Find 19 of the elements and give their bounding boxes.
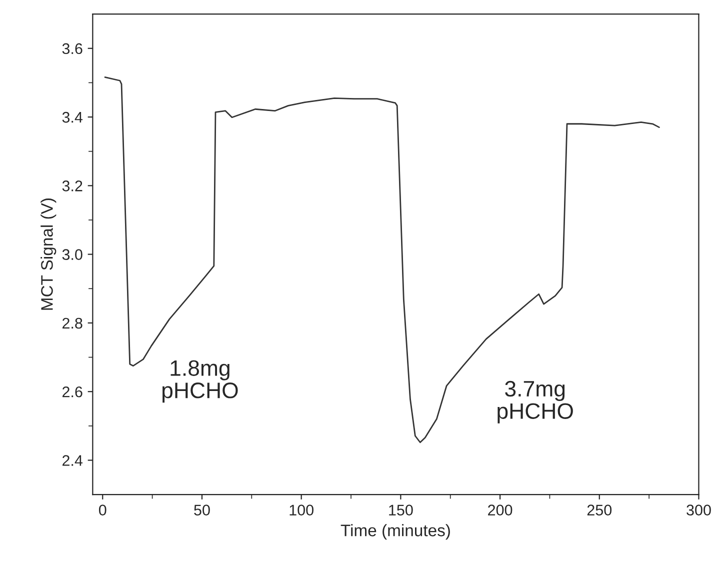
- annotation: 1.8mg pHCHO: [162, 360, 238, 403]
- x-tick-label: 250: [587, 504, 612, 516]
- y-tick-label: 2.4: [62, 455, 83, 466]
- y-tick-label: 3.2: [62, 180, 82, 192]
- line-series: [104, 76, 660, 444]
- x-axis-title: Time (minutes): [340, 524, 450, 540]
- y-axis-title: MCT Signal (V): [40, 198, 56, 310]
- y-tick-label: 3.4: [62, 112, 83, 123]
- x-tick-label: 100: [290, 504, 314, 516]
- x-tick-label: 200: [488, 504, 512, 516]
- y-tick-label: 2.8: [62, 318, 82, 329]
- annotation: 3.7mg pHCHO: [498, 380, 573, 424]
- x-tick-label: 300: [686, 504, 711, 516]
- x-tick-label: 50: [194, 504, 210, 516]
- y-tick-label: 2.6: [62, 386, 82, 398]
- x-tick-label: 150: [389, 504, 413, 516]
- y-tick-label: 3.0: [62, 249, 82, 260]
- y-tick-label: 3.6: [62, 43, 82, 54]
- x-tick-label: 0: [98, 504, 106, 516]
